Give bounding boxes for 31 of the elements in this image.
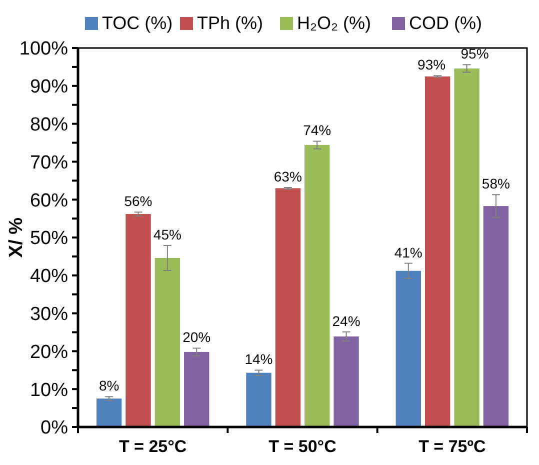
y-tick-label: 60%	[30, 190, 68, 212]
x-tick-label: T = 75ºC	[418, 437, 486, 456]
legend-label: COD (%)	[409, 13, 482, 33]
legend-label: TPh (%)	[197, 13, 264, 33]
y-tick-label: 70%	[30, 152, 68, 174]
data-label: 58%	[482, 176, 510, 192]
y-axis-title: X/ %	[6, 217, 27, 258]
y-tick-label: 30%	[30, 304, 68, 325]
y-tick-label: 20%	[30, 342, 68, 363]
data-label: 20%	[182, 329, 211, 346]
y-tick-label: 50%	[30, 228, 68, 250]
data-label: 45%	[153, 226, 182, 242]
data-label: 56%	[124, 193, 152, 210]
y-tick-label: 0%	[40, 418, 68, 439]
data-label: 24%	[332, 312, 360, 329]
y-tick-label: 10%	[30, 380, 68, 401]
data-label: 74%	[303, 122, 332, 138]
data-label: 8%	[98, 378, 120, 394]
x-tick-label: T = 50°C	[268, 437, 336, 456]
y-tick-label: 90%	[30, 76, 68, 98]
data-label: 41%	[394, 244, 422, 260]
legend-label: TOC (%)	[102, 13, 173, 33]
y-tick-label: 40%	[30, 266, 68, 288]
data-label: 63%	[274, 168, 302, 184]
legend-label: H₂O₂ (%)	[297, 13, 371, 33]
y-tick-label: 100%	[19, 38, 68, 60]
data-label: 93%	[418, 56, 446, 73]
y-tick-label: 80%	[30, 114, 68, 136]
data-label: 95%	[460, 46, 489, 62]
x-tick-label: T = 25°C	[118, 437, 187, 456]
data-label: 14%	[244, 351, 273, 368]
